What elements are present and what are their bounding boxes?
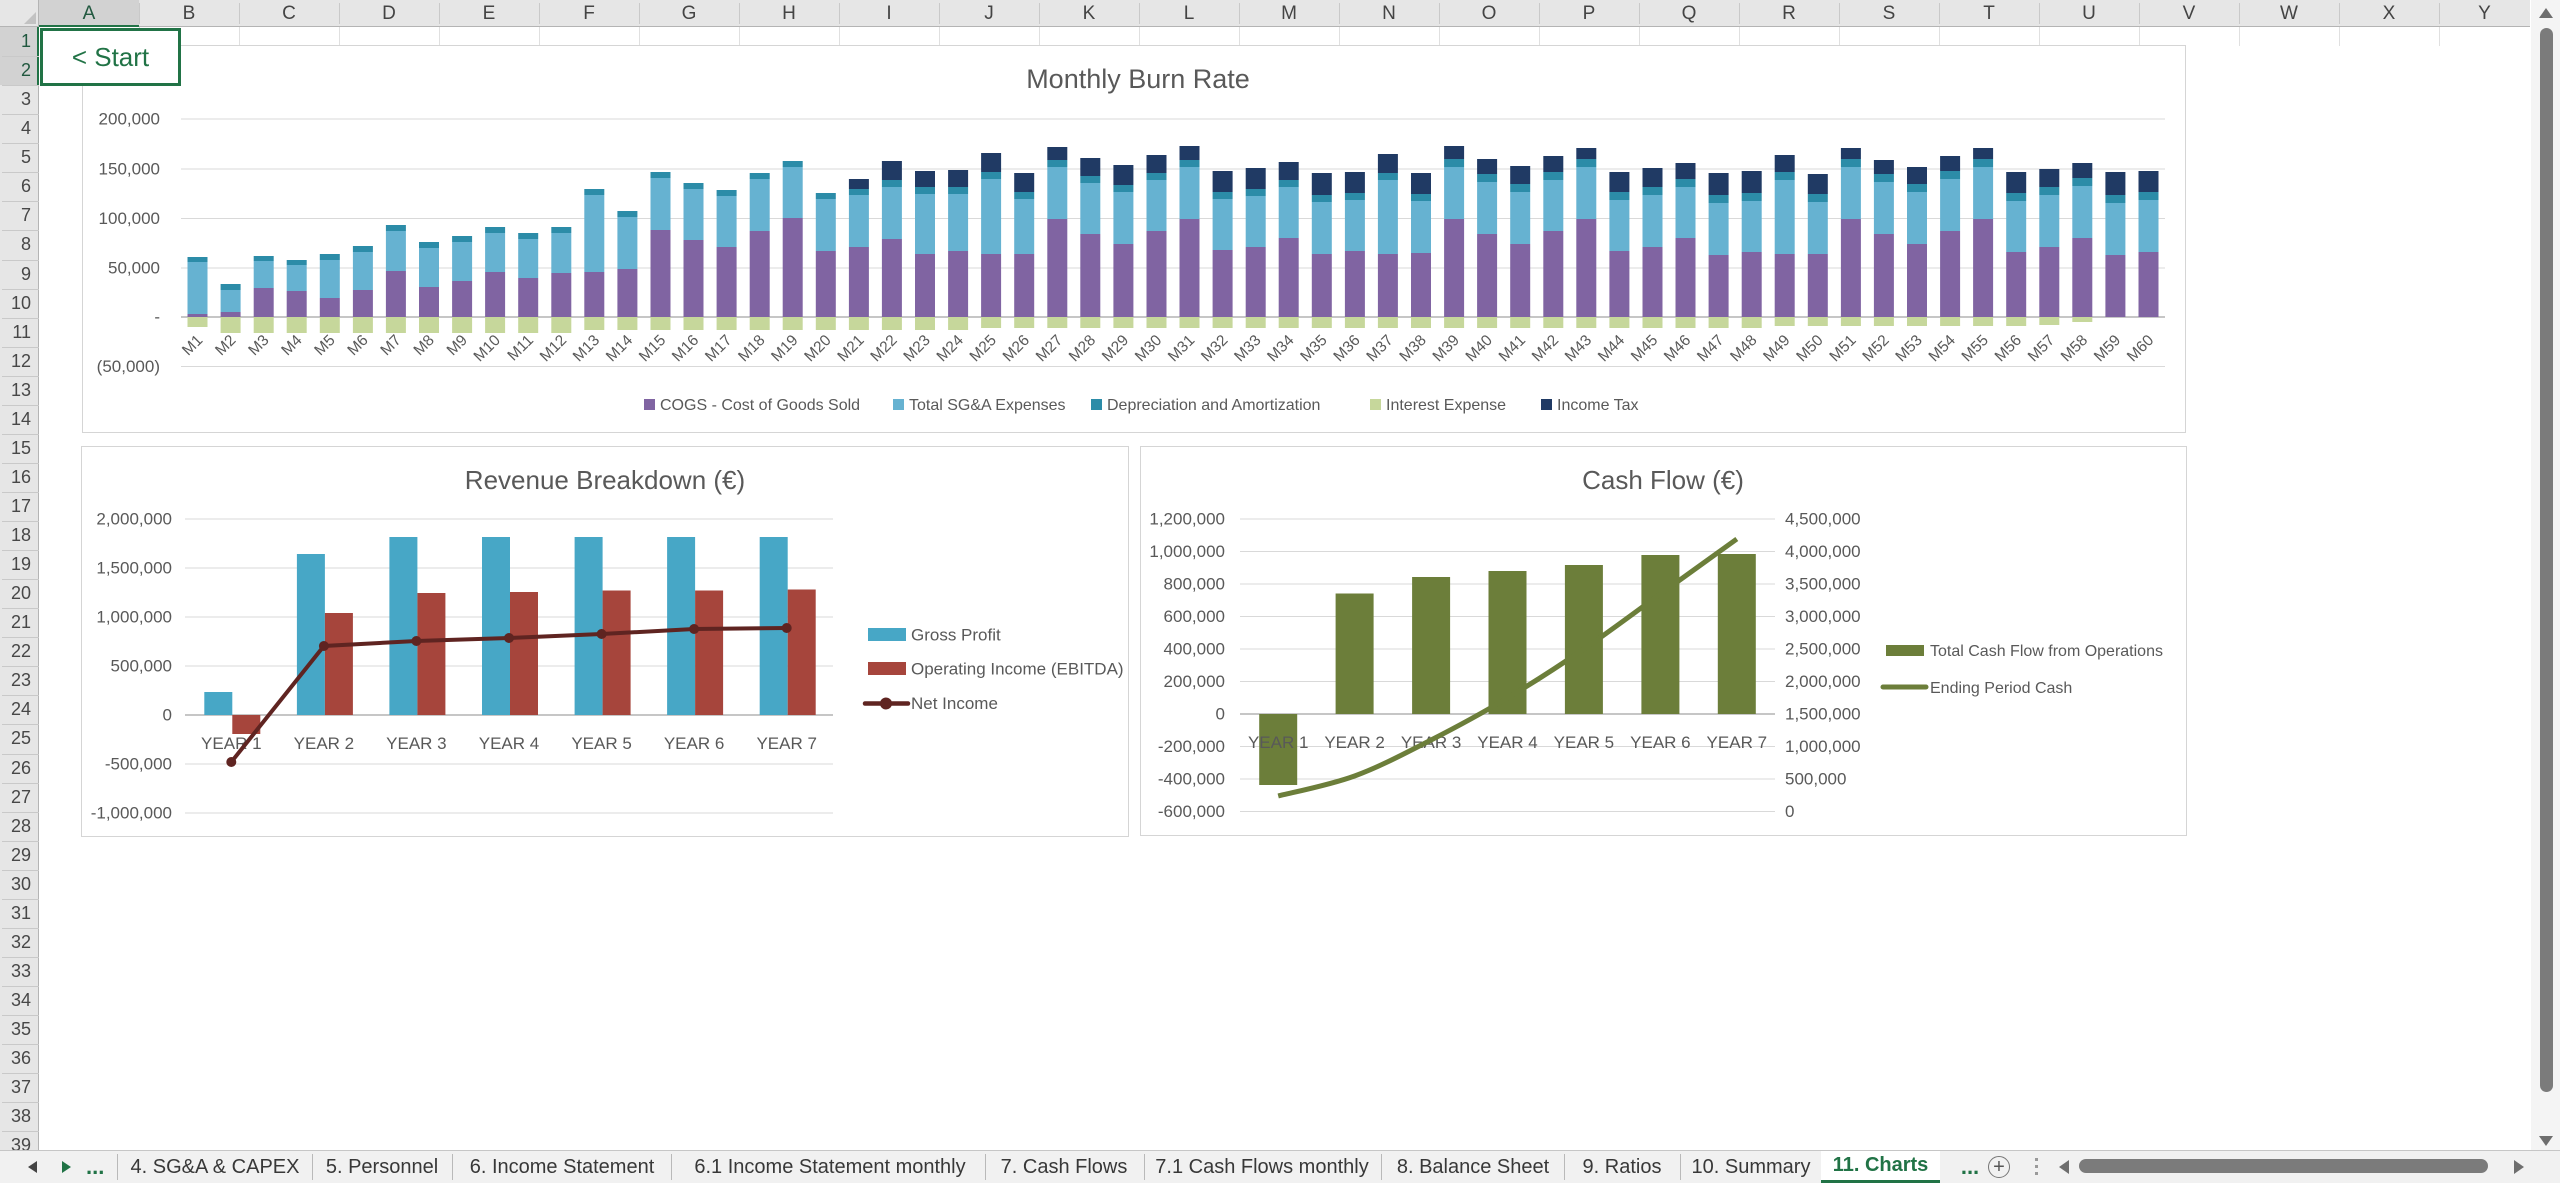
svg-text:100,000: 100,000 [99, 209, 160, 228]
svg-text:YEAR 3: YEAR 3 [386, 734, 446, 753]
svg-text:0: 0 [1216, 705, 1225, 724]
svg-text:2,000,000: 2,000,000 [1785, 672, 1861, 691]
svg-text:-400,000: -400,000 [1158, 770, 1225, 789]
svg-text:0: 0 [1785, 802, 1794, 821]
svg-text:Income Tax: Income Tax [1557, 397, 1639, 414]
svg-text:-500,000: -500,000 [105, 755, 172, 774]
svg-text:1,500,000: 1,500,000 [1785, 705, 1861, 724]
svg-text:-1,000,000: -1,000,000 [91, 804, 172, 823]
svg-text:2,500,000: 2,500,000 [1785, 640, 1861, 659]
svg-text:150,000: 150,000 [99, 160, 160, 179]
svg-text:YEAR 6: YEAR 6 [664, 734, 724, 753]
svg-text:3,500,000: 3,500,000 [1785, 575, 1861, 594]
svg-text:YEAR 2: YEAR 2 [1324, 733, 1384, 752]
svg-text:Total Cash Flow from Operation: Total Cash Flow from Operations [1930, 643, 2163, 660]
svg-text:-: - [154, 308, 160, 327]
svg-text:1,200,000: 1,200,000 [1149, 510, 1225, 529]
svg-text:4,500,000: 4,500,000 [1785, 510, 1861, 529]
svg-text:1,000,000: 1,000,000 [1785, 737, 1861, 756]
svg-text:YEAR 5: YEAR 5 [571, 734, 631, 753]
svg-text:Depreciation and Amortization: Depreciation and Amortization [1107, 397, 1320, 414]
svg-text:200,000: 200,000 [99, 110, 160, 129]
svg-text:Gross Profit: Gross Profit [911, 626, 1001, 645]
svg-text:YEAR 1: YEAR 1 [201, 734, 261, 753]
svg-text:Operating Income (EBITDA): Operating Income (EBITDA) [911, 660, 1124, 679]
svg-text:COGS - Cost of Goods Sold: COGS - Cost of Goods Sold [660, 397, 860, 414]
svg-text:Cash Flow (€): Cash Flow (€) [1582, 465, 1744, 495]
svg-text:0: 0 [163, 706, 172, 725]
svg-text:500,000: 500,000 [1785, 770, 1846, 789]
svg-text:600,000: 600,000 [1164, 607, 1225, 626]
svg-text:400,000: 400,000 [1164, 640, 1225, 659]
svg-text:Ending Period Cash: Ending Period Cash [1930, 680, 2072, 697]
svg-text:1,000,000: 1,000,000 [1149, 542, 1225, 561]
svg-text:500,000: 500,000 [111, 657, 172, 676]
svg-text:50,000: 50,000 [108, 259, 160, 278]
svg-text:YEAR 7: YEAR 7 [756, 734, 816, 753]
svg-text:YEAR 4: YEAR 4 [1477, 733, 1537, 752]
svg-text:-600,000: -600,000 [1158, 802, 1225, 821]
svg-text:3,000,000: 3,000,000 [1785, 607, 1861, 626]
svg-text:-200,000: -200,000 [1158, 737, 1225, 756]
svg-text:800,000: 800,000 [1164, 575, 1225, 594]
svg-text:YEAR 6: YEAR 6 [1630, 733, 1690, 752]
svg-text:200,000: 200,000 [1164, 672, 1225, 691]
svg-text:Monthly Burn Rate: Monthly Burn Rate [1026, 64, 1250, 94]
svg-text:YEAR 4: YEAR 4 [479, 734, 539, 753]
svg-text:YEAR 5: YEAR 5 [1554, 733, 1614, 752]
svg-text:YEAR 7: YEAR 7 [1707, 733, 1767, 752]
svg-text:2,000,000: 2,000,000 [96, 510, 172, 529]
svg-text:1,500,000: 1,500,000 [96, 559, 172, 578]
svg-text:(50,000): (50,000) [97, 357, 160, 376]
svg-text:Interest Expense: Interest Expense [1386, 397, 1506, 414]
svg-text:YEAR 2: YEAR 2 [294, 734, 354, 753]
svg-text:4,000,000: 4,000,000 [1785, 542, 1861, 561]
svg-text:Total SG&A Expenses: Total SG&A Expenses [909, 397, 1066, 414]
svg-text:Net Income: Net Income [911, 694, 998, 713]
svg-text:YEAR 1: YEAR 1 [1248, 733, 1308, 752]
svg-text:Revenue Breakdown (€): Revenue Breakdown (€) [465, 465, 745, 495]
svg-text:1,000,000: 1,000,000 [96, 608, 172, 627]
